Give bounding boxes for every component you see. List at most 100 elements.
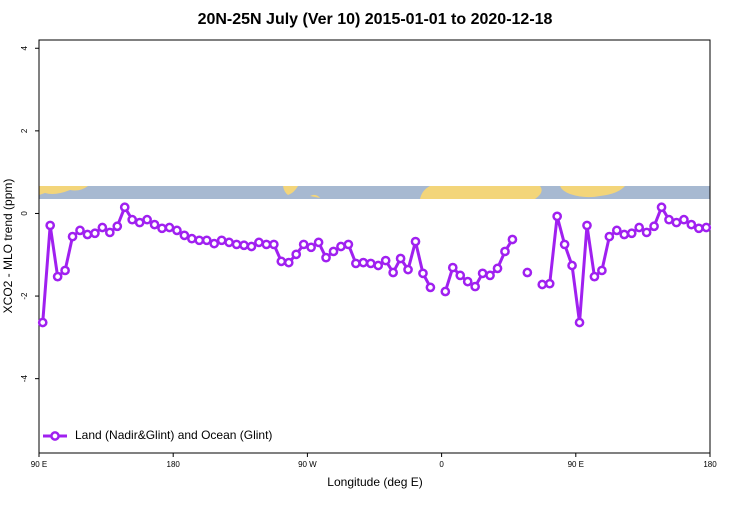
data-point: [112, 221, 123, 232]
data-point: [119, 202, 130, 213]
data-point: [149, 219, 160, 230]
data-point: [97, 222, 108, 233]
data-point: [134, 217, 145, 228]
data-point: [75, 225, 85, 236]
data-point: [380, 255, 391, 266]
data-point: [485, 270, 495, 281]
data-point: [522, 267, 533, 278]
y-tick-label: -2: [20, 292, 29, 300]
data-point: [462, 276, 473, 287]
data-point: [246, 241, 257, 252]
data-point: [671, 217, 682, 228]
data-point: [269, 239, 279, 250]
y-axis-label: XCO2 - MLO trend (ppm): [1, 179, 15, 314]
data-point: [201, 235, 212, 246]
x-axis-label: Longitude (deg E): [327, 475, 422, 489]
legend-label: Land (Nadir&Glint) and Ocean (Glint): [75, 428, 272, 442]
data-point: [336, 241, 346, 252]
data-point: [664, 214, 674, 225]
data-point: [231, 239, 242, 250]
data-point: [179, 230, 190, 241]
data-point: [626, 228, 637, 239]
x-tick-label: 90 W: [298, 460, 317, 469]
data-point: [455, 270, 466, 281]
data-point: [574, 317, 585, 328]
data-point: [328, 246, 339, 257]
data-point: [127, 214, 138, 225]
data-point: [395, 253, 406, 264]
data-point: [477, 268, 488, 279]
data-point: [634, 222, 645, 233]
data-point: [172, 225, 182, 236]
data-point: [537, 279, 548, 290]
data-point: [701, 222, 712, 233]
data-point: [283, 257, 294, 268]
x-tick-label: 0: [439, 460, 444, 469]
data-point: [358, 257, 369, 268]
map-strip: [39, 186, 710, 199]
data-point: [403, 264, 413, 275]
data-point: [142, 214, 152, 225]
data-point: [641, 227, 652, 238]
data-point: [60, 265, 70, 276]
data-point: [194, 235, 205, 246]
data-point: [104, 227, 115, 238]
data-point: [373, 260, 384, 271]
y-tick-label: 4: [20, 45, 29, 50]
data-point: [492, 263, 503, 274]
data-point: [90, 228, 100, 239]
data-point: [552, 211, 563, 222]
data-point: [321, 252, 331, 263]
chart-title: 20N-25N July (Ver 10) 2015-01-01 to 2020…: [198, 11, 553, 28]
data-point: [343, 239, 354, 250]
data-point: [679, 214, 689, 225]
data-point: [67, 231, 78, 242]
data-point: [276, 256, 287, 267]
data-point: [686, 219, 697, 230]
data-point: [582, 220, 592, 231]
y-tick-label: 2: [20, 128, 29, 133]
data-point: [82, 229, 93, 240]
legend-marker: [50, 431, 60, 441]
data-point: [693, 223, 704, 234]
data-point: [611, 225, 622, 236]
x-tick-label: 180: [167, 460, 181, 469]
data-point: [254, 237, 264, 248]
data-point: [291, 249, 302, 260]
data-point: [52, 271, 63, 282]
data-point: [447, 262, 458, 273]
data-point: [224, 237, 234, 248]
data-point: [351, 258, 361, 269]
data-point: [656, 202, 667, 213]
data-point: [45, 220, 56, 231]
x-tick-label: 180: [703, 460, 717, 469]
y-tick-label: 0: [20, 211, 29, 216]
x-tick-label: 90 E: [568, 460, 584, 469]
data-point: [37, 317, 48, 328]
data-point: [365, 258, 376, 269]
data-point: [157, 223, 167, 234]
y-tick-label: -4: [20, 375, 29, 383]
data-point: [425, 282, 436, 293]
data-point: [418, 268, 428, 279]
data-point: [619, 229, 630, 240]
data-point: [261, 239, 272, 250]
data-point: [559, 239, 570, 250]
data-point: [216, 235, 227, 246]
data-point: [410, 236, 421, 247]
data-point: [597, 265, 607, 276]
data-point: [470, 281, 480, 292]
data-point: [298, 239, 309, 250]
data-point: [567, 260, 577, 271]
data-point: [507, 234, 518, 245]
data-point: [589, 271, 600, 282]
data-point: [239, 240, 249, 251]
x-tick-label: 90 E: [31, 460, 47, 469]
data-point: [306, 242, 316, 253]
data-point: [164, 222, 175, 233]
data-point: [604, 231, 615, 242]
plot-frame: [38, 39, 711, 454]
data-point: [440, 286, 451, 297]
data-point: [649, 221, 659, 232]
